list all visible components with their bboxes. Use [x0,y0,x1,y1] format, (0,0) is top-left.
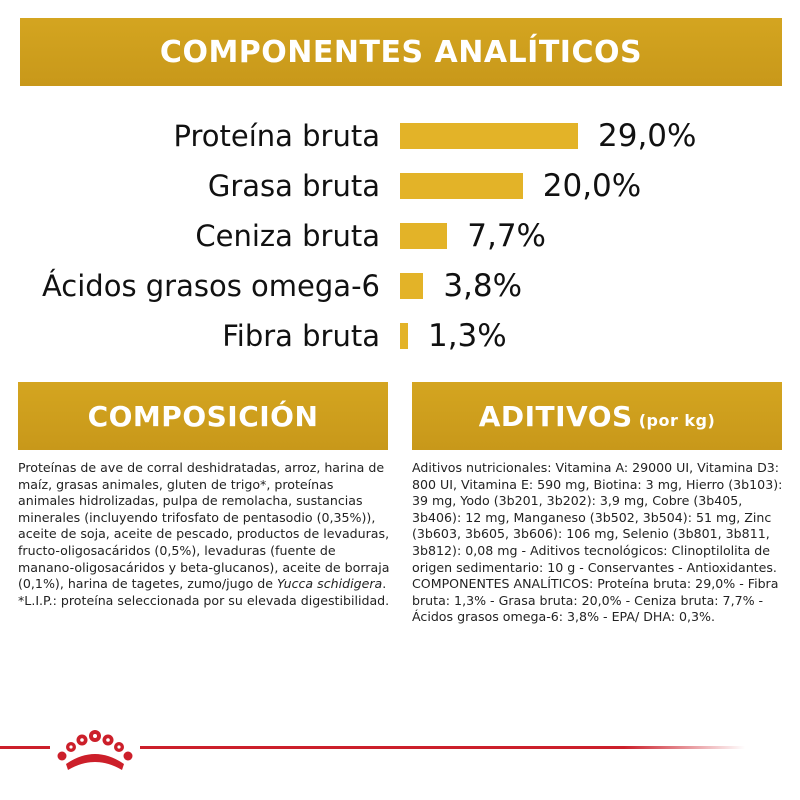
chart-category-label: Ceniza bruta [195,219,380,253]
chart-bar [400,173,523,199]
additives-title: ADITIVOS [478,399,633,433]
composition-text-end: . *L.I.P.: proteína seleccionada por su … [18,576,390,608]
chart-category-label: Ácidos grasos omega-6 [41,269,380,303]
chart-value-label: 7,7% [467,218,547,254]
chart-bar [400,323,408,349]
composition-title: COMPOSICIÓN [87,399,319,433]
chart-category-label: Grasa bruta [207,169,380,203]
footer-red-line-right [140,746,745,749]
chart-row: Fibra bruta 1,3% [0,316,800,356]
chart-row: Proteína bruta 29,0% [0,116,800,156]
chart-value-label: 29,0% [598,118,697,154]
composition-text-italic: Yucca schidigera [277,576,383,592]
additives-title-suffix: (por kg) [638,410,716,430]
chart-bar [400,123,578,149]
analytical-components-title: COMPONENTES ANALÍTICOS [159,34,643,70]
chart-value-label: 3,8% [443,268,523,304]
chart-bar [400,223,448,249]
chart-row: Grasa bruta 20,0% [0,166,800,206]
chart-value-label: 20,0% [542,168,642,204]
chart-value-label: 1,3% [427,318,507,354]
additives-banner: ADITIVOS (por kg) [412,382,782,450]
composition-text: Proteínas de ave de corral deshidratadas… [18,460,390,609]
chart-row: Ácidos grasos omega-6 3,8% [0,266,800,306]
chart-bar [400,273,424,299]
chart-category-label: Fibra bruta [222,319,380,353]
analytical-components-banner: COMPONENTES ANALÍTICOS [20,18,782,86]
additives-text: Aditivos nutricionales: Vitamina A: 2900… [412,460,783,625]
chart-category-label: Proteína bruta [173,119,381,153]
footer-red-line-left [0,746,50,749]
composition-text-main: Proteínas de ave de corral deshidratadas… [18,460,390,592]
composition-banner: COMPOSICIÓN [18,382,388,450]
chart-row: Ceniza bruta 7,7% [0,216,800,256]
royal-canin-crown-icon [57,730,133,770]
